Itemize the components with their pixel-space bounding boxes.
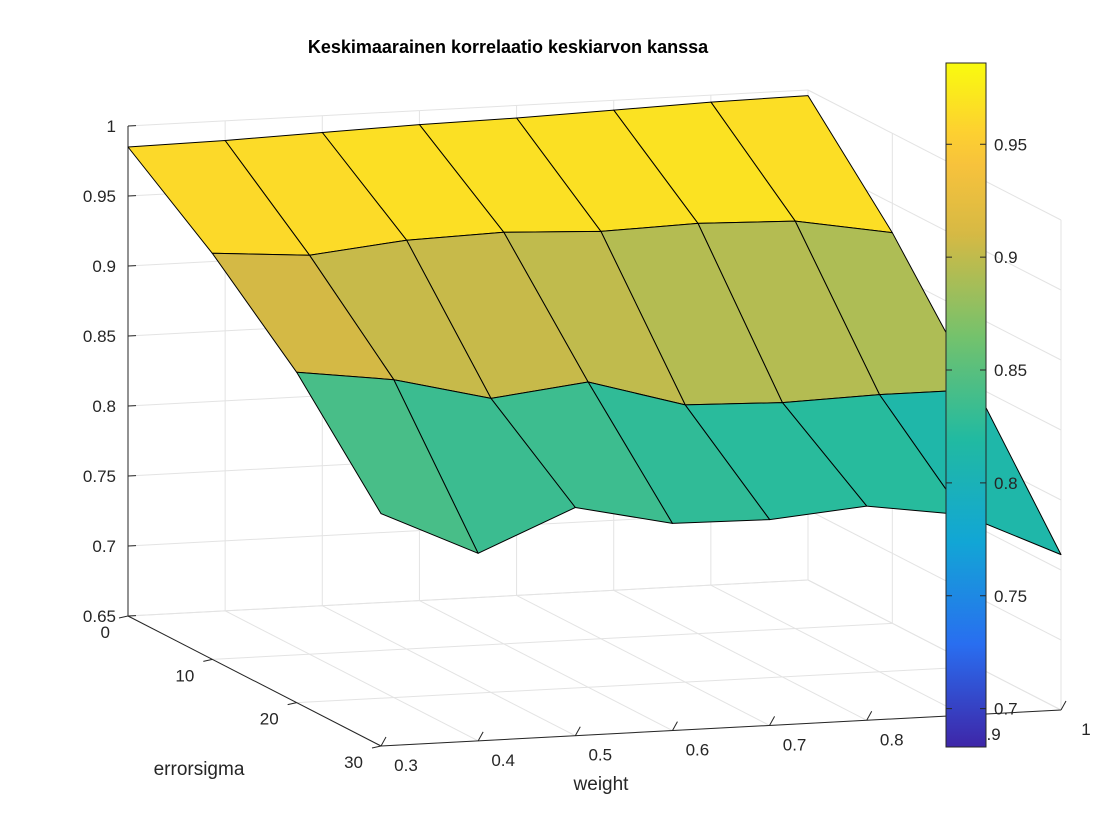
y-axis-line [127, 615, 382, 747]
floor-grid-y [212, 622, 893, 660]
z-tick-label: 0.75 [83, 467, 116, 486]
colorbar-tick-label: 0.85 [994, 361, 1027, 380]
y-tick-mark [287, 702, 297, 706]
x-tick-label: 0.7 [783, 735, 807, 754]
floor-grid-x [710, 584, 965, 716]
x-tick-label: 0.6 [686, 741, 710, 760]
colorbar-tick-label: 0.95 [994, 135, 1027, 154]
colorbar-bar [945, 62, 987, 748]
x-tick-label: 0.8 [880, 730, 904, 749]
y-tick-label: 0 [101, 623, 110, 642]
chart-title: Keskimaarainen korrelaatio keskiarvon ka… [308, 37, 709, 57]
x-tick-label: 0.3 [394, 756, 418, 775]
colorbar-tick-label: 0.7 [994, 700, 1018, 719]
side-grid-z [807, 89, 1062, 221]
floor-grid-x [322, 605, 576, 737]
colorbar-tick-label: 0.75 [994, 587, 1027, 606]
x-tick-label: 1 [1081, 720, 1090, 739]
side-grid-z [807, 579, 1062, 711]
x-tick-mark [769, 716, 776, 726]
z-tick-label: 0.8 [92, 397, 116, 416]
y-axis-label: errorsigma [154, 759, 245, 780]
y-tick-mark [203, 658, 213, 662]
x-tick-mark [574, 726, 581, 736]
colorbar: 0.7 0.75 0.8 0.85 0.9 0.95 [945, 62, 1027, 748]
floor-grid-x [224, 610, 479, 742]
z-tick-label: 0.95 [83, 187, 116, 206]
y-tick-mark [371, 745, 382, 749]
side-grid-z [807, 509, 1062, 641]
z-tick-label: 0.65 [83, 607, 116, 626]
y-tick-label: 20 [260, 710, 279, 729]
y-tick-label: 10 [175, 666, 194, 685]
z-tick-label: 0.85 [83, 327, 116, 346]
back-grid-z [127, 89, 809, 127]
floor-grid-y [296, 666, 977, 704]
x-tick-label: 0.5 [588, 746, 612, 765]
colorbar-tick-label: 0.8 [994, 474, 1018, 493]
floor-grid-x [613, 589, 867, 721]
surface-patch [296, 371, 479, 554]
floor-grid-x [516, 594, 770, 726]
x-tick-label: 0.4 [491, 751, 515, 770]
x-tick-mark [380, 736, 387, 747]
floor-grid-x [419, 600, 673, 732]
colorbar-tick-label: 0.9 [994, 248, 1018, 267]
y-tick-label: 30 [344, 753, 363, 772]
x-tick-mark [477, 731, 484, 742]
x-tick-mark [1060, 700, 1067, 711]
z-tick-label: 0.9 [92, 257, 116, 276]
z-tick-label: 1 [107, 117, 116, 136]
x-tick-mark [671, 721, 678, 731]
x-tick-mark [866, 711, 873, 721]
surface [127, 95, 1062, 556]
z-tick-label: 0.7 [92, 537, 116, 556]
y-tick-mark [118, 615, 129, 619]
back-grid-z [127, 579, 809, 617]
x-axis-label: weight [573, 774, 630, 795]
